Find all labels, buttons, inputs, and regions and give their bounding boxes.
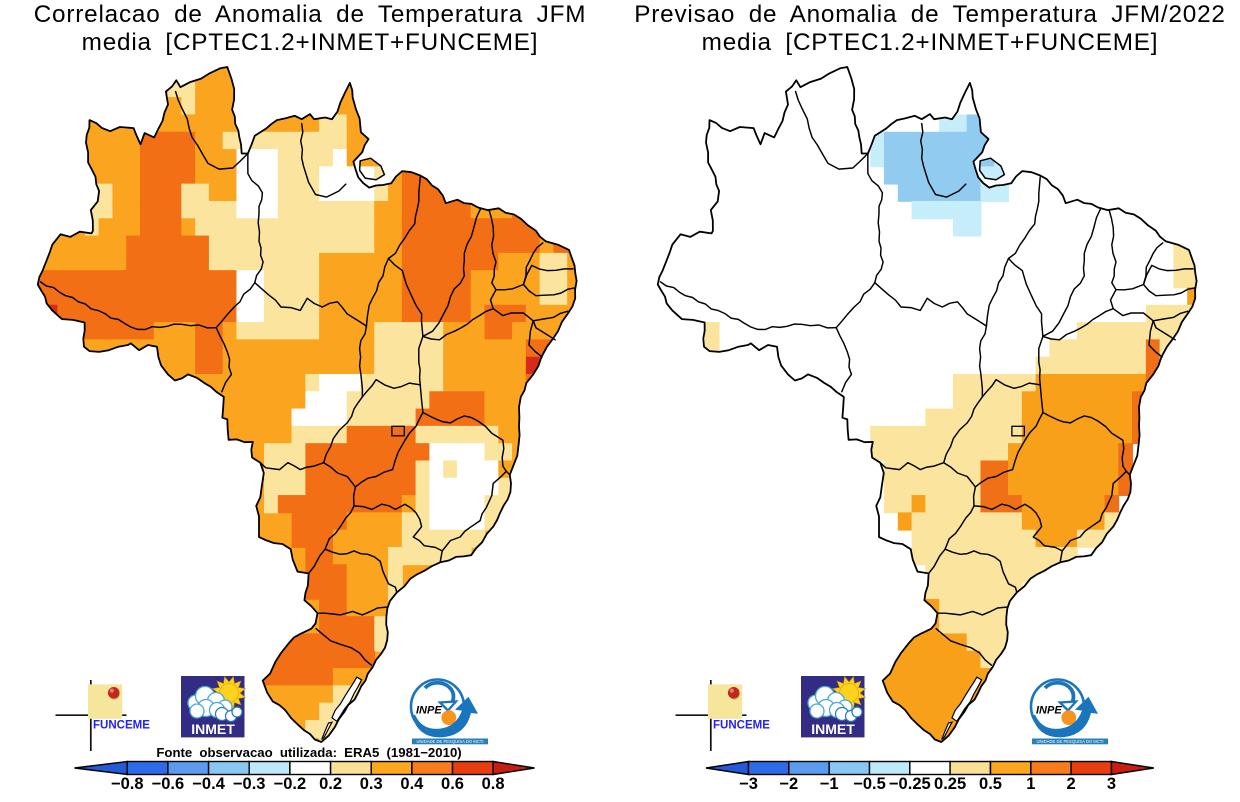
svg-text:−0.3: −0.3 [233,775,266,793]
svg-text:0.6: 0.6 [441,775,464,793]
svg-text:media [CPTEC1.2+INMET+FUNCEME]: media [CPTEC1.2+INMET+FUNCEME] [702,29,1159,56]
svg-text:−0.5: −0.5 [853,775,886,793]
svg-text:0.4: 0.4 [400,775,424,793]
svg-text:UNIDADE DE PESQUISA DO MCTI: UNIDADE DE PESQUISA DO MCTI [1036,739,1103,744]
svg-text:−0.8: −0.8 [111,775,144,793]
svg-text:INPE: INPE [416,705,442,717]
svg-text:−2: −2 [779,775,798,793]
svg-text:UNIDADE DE PESQUISA DO MCTI: UNIDADE DE PESQUISA DO MCTI [416,739,483,744]
svg-text:Previsao de Anomalia de Temper: Previsao de Anomalia de Temperatura JFM/… [634,1,1225,28]
svg-text:Correlacao de Anomalia de Temp: Correlacao de Anomalia de Temperatura JF… [34,1,587,28]
svg-text:INPE: INPE [1036,705,1062,717]
svg-text:Fonte observacao utilizada: ER: Fonte observacao utilizada: ERA5 (1981−2… [156,745,461,760]
svg-text:2: 2 [1067,775,1076,793]
svg-text:−1: −1 [820,775,839,793]
svg-text:−0.25: −0.25 [889,775,931,793]
svg-text:−0.6: −0.6 [152,775,185,793]
svg-text:0.2: 0.2 [319,775,342,793]
svg-text:−0.2: −0.2 [274,775,307,793]
svg-text:0.8: 0.8 [482,775,505,793]
svg-text:0.5: 0.5 [979,775,1002,793]
svg-text:INMET: INMET [191,721,235,737]
svg-text:0.3: 0.3 [360,775,383,793]
svg-text:INMET: INMET [811,721,855,737]
svg-text:media [CPTEC1.2+INMET+FUNCEME]: media [CPTEC1.2+INMET+FUNCEME] [82,29,539,56]
svg-text:1: 1 [1026,775,1035,793]
svg-text:−3: −3 [739,775,758,793]
svg-text:FUNCEME: FUNCEME [713,720,770,732]
svg-text:FUNCEME: FUNCEME [93,720,150,732]
svg-text:−0.4: −0.4 [192,775,225,793]
svg-text:3: 3 [1107,775,1116,793]
svg-text:0.25: 0.25 [934,775,966,793]
